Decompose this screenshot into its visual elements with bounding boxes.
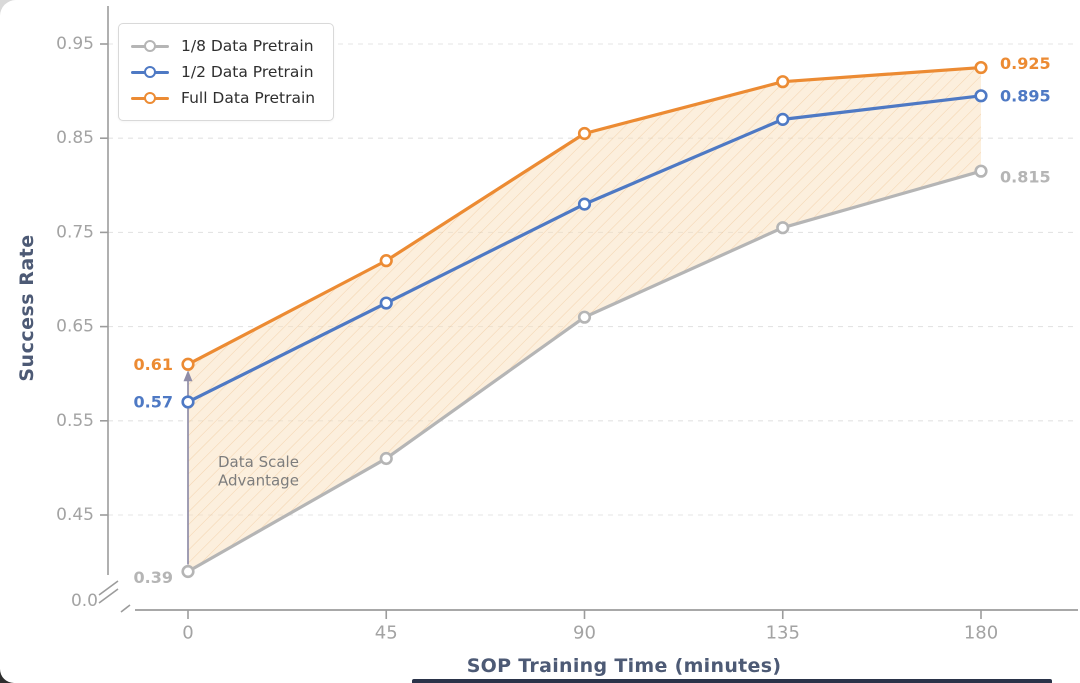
legend-line-marker-icon <box>131 39 169 53</box>
legend-label: 1/8 Data Pretrain <box>181 37 314 55</box>
annotation-arrow-head <box>183 370 193 382</box>
legend-line-marker-icon <box>131 91 169 105</box>
value-label-last: 0.895 <box>1000 86 1051 105</box>
y-tick-label: 0.55 <box>56 411 94 431</box>
data-point-marker <box>577 126 592 141</box>
legend-item: 1/8 Data Pretrain <box>131 33 315 59</box>
value-label-last: 0.925 <box>1000 54 1051 73</box>
value-label-first: 0.39 <box>134 568 173 587</box>
data-point-marker <box>181 564 195 579</box>
x-tick-label: 45 <box>375 623 398 644</box>
y-tick-label: 0.85 <box>56 128 94 148</box>
value-label-first: 0.61 <box>134 355 173 374</box>
value-label-first: 0.57 <box>134 392 173 411</box>
data-point-marker <box>379 296 393 310</box>
data-point-marker <box>974 89 988 103</box>
bottom-edge-strip <box>412 679 1052 683</box>
annotation-text: Advantage <box>218 472 299 490</box>
data-point-marker <box>974 164 988 178</box>
x-tick-label: 90 <box>573 623 596 644</box>
legend-line-marker-icon <box>131 65 169 79</box>
axis-break-slash <box>98 588 119 604</box>
annotation-text: Data Scale <box>218 453 299 471</box>
data-point-marker <box>776 112 790 126</box>
data-point-marker <box>974 60 988 75</box>
data-point-marker <box>776 75 790 89</box>
screenshot-corner-bottom-left <box>0 667 16 683</box>
y-tick-label: 0.95 <box>56 34 94 54</box>
x-tick-label: 180 <box>964 623 998 644</box>
y-tick-label: 0.45 <box>56 505 94 525</box>
data-point-marker <box>379 254 393 268</box>
legend-label: Full Data Pretrain <box>181 89 316 107</box>
y-axis-title: Success Rate <box>16 234 38 382</box>
legend-item: Full Data Pretrain <box>131 85 315 111</box>
screenshot-corner-top-left <box>0 0 16 16</box>
x-tick-label: 0 <box>182 623 193 644</box>
data-point-marker <box>776 221 790 235</box>
data-point-marker <box>181 357 195 371</box>
data-point-marker <box>577 197 592 211</box>
value-label-last: 0.815 <box>1000 168 1051 187</box>
y-tick-label: 0.65 <box>56 317 94 337</box>
data-point-marker <box>181 395 195 409</box>
axis-break-slash <box>120 604 131 613</box>
legend-label: 1/2 Data Pretrain <box>181 63 314 81</box>
legend-item: 1/2 Data Pretrain <box>131 59 315 85</box>
y-tick-label: 0.75 <box>56 222 94 242</box>
fill-region-data-scale-advantage <box>188 67 981 572</box>
axis-break-slash <box>98 580 119 596</box>
x-axis-title: SOP Training Time (minutes) <box>466 655 782 677</box>
axis-break-label: 0.0 <box>71 591 98 611</box>
x-tick-label: 135 <box>766 623 800 644</box>
data-point-marker <box>577 310 592 324</box>
data-point-marker <box>379 451 393 466</box>
legend: 1/8 Data Pretrain 1/2 Data Pretrain Full D… <box>118 23 335 121</box>
